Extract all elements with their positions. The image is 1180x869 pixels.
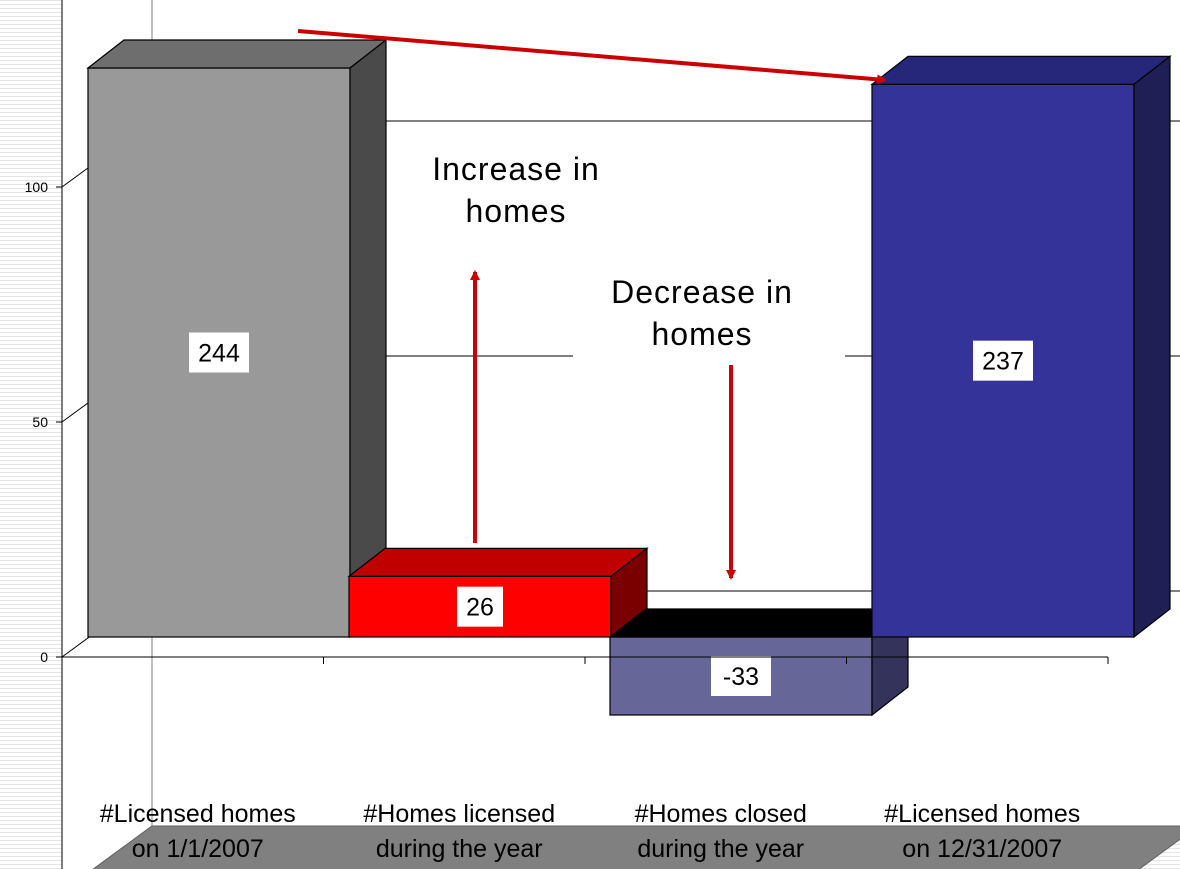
annotation-text: homes [465, 193, 566, 229]
data-label-box [711, 656, 771, 696]
category-label: #Homes licensed [363, 800, 555, 828]
data-label-text: 26 [466, 594, 494, 622]
y-tick-label: 50 [32, 414, 48, 430]
annotation-text: Decrease in [611, 274, 793, 310]
annotations: Increase in homes Decrease in homes [297, 29, 887, 580]
data-label-box [189, 332, 249, 373]
data-label: 237 [973, 340, 1033, 381]
category-label: on 12/31/2007 [902, 835, 1062, 863]
bar-top [86, 39, 388, 69]
bar-top [608, 608, 910, 638]
annotation-text: homes [651, 316, 752, 352]
trend-arrow [297, 29, 887, 85]
data-label-text: 244 [198, 340, 240, 368]
decrease-annotation: Decrease in homes [573, 274, 845, 580]
bar-side [1133, 55, 1171, 639]
category-label: on 1/1/2007 [132, 835, 264, 863]
category-label: #Licensed homes [884, 800, 1080, 828]
bar-top [347, 547, 649, 577]
bars [86, 38, 1172, 717]
category-label: #Homes closed [635, 800, 807, 828]
category-label: during the year [637, 835, 804, 863]
annotation-box [388, 152, 650, 240]
category-label: #Licensed homes [100, 800, 296, 828]
increase-annotation: Increase in homes [388, 151, 650, 543]
y-tick-label: 0 [40, 649, 48, 665]
data-label-box [457, 586, 503, 627]
data-label: -33 [711, 656, 771, 696]
annotation-text: Increase in [432, 151, 600, 187]
data-label-box [973, 340, 1033, 381]
data-label: 244 [189, 332, 249, 373]
data-label-text: 237 [982, 348, 1024, 376]
x-axis: #Licensed homes on 1/1/2007 #Homes license… [61, 656, 1109, 863]
y-tick-label: 100 [25, 179, 49, 195]
category-label: during the year [376, 835, 543, 863]
annotation-box [573, 275, 845, 367]
bar-top [870, 55, 1172, 85]
data-labels: 244 26 -33 237 [189, 332, 1033, 696]
data-label-text: -33 [723, 663, 759, 691]
bar-side [349, 38, 387, 639]
y-axis: -50050100150200250 [25, 0, 63, 869]
data-label: 26 [457, 586, 503, 627]
floor [92, 825, 1180, 869]
